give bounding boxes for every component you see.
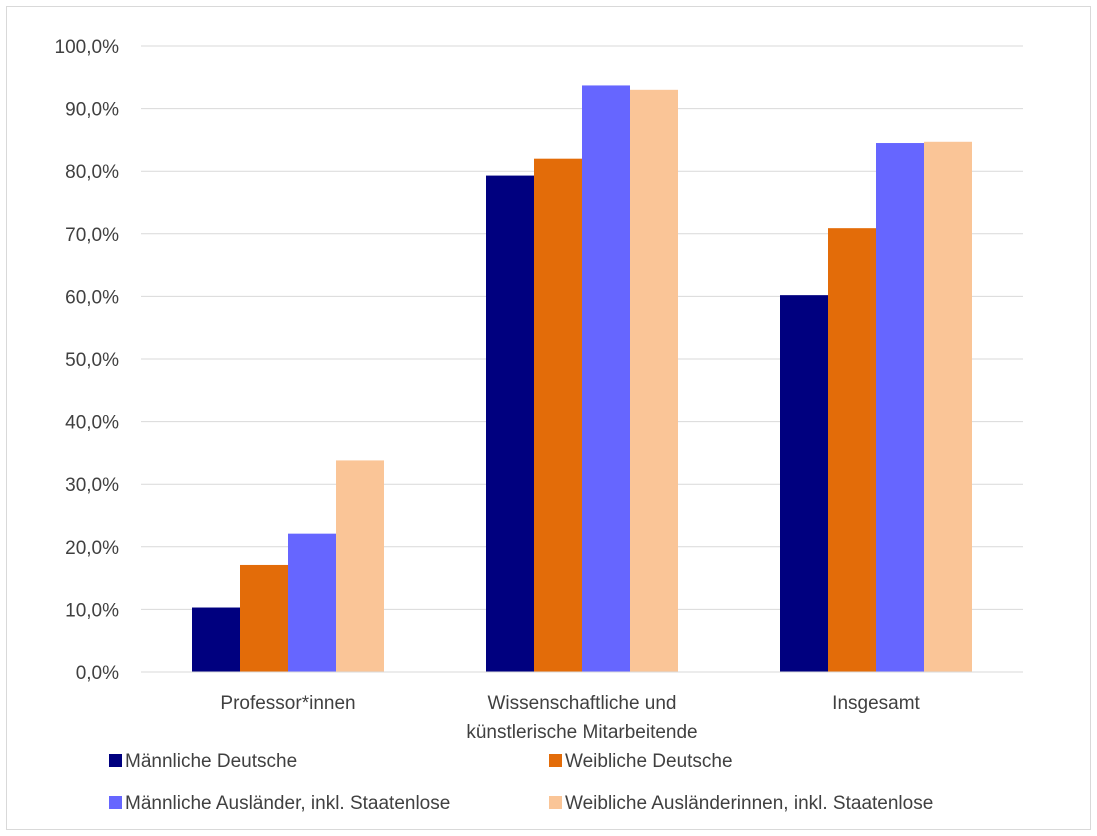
legend-label: Männliche Deutsche bbox=[125, 751, 297, 772]
y-tick-label: 0,0% bbox=[76, 663, 119, 684]
y-tick-label: 80,0% bbox=[65, 162, 119, 183]
y-tick-label: 90,0% bbox=[65, 100, 119, 121]
category-labels: Professor*innen Wissenschaftliche und küns… bbox=[220, 693, 920, 743]
bar bbox=[336, 460, 384, 672]
y-tick-label: 60,0% bbox=[65, 287, 119, 308]
legend-swatch bbox=[109, 796, 122, 809]
legend-swatch bbox=[549, 796, 562, 809]
x-tick-label: Wissenschaftliche und bbox=[487, 693, 676, 714]
y-tick-label: 70,0% bbox=[65, 225, 119, 246]
x-tick-label: Insgesamt bbox=[832, 693, 920, 714]
legend-swatch bbox=[109, 754, 122, 767]
y-tick-label: 10,0% bbox=[65, 600, 119, 621]
legend-label: Weibliche Deutsche bbox=[565, 751, 733, 772]
y-tick-label: 20,0% bbox=[65, 538, 119, 559]
bars bbox=[192, 85, 972, 673]
bar bbox=[192, 607, 240, 672]
y-tick-label: 30,0% bbox=[65, 475, 119, 496]
x-tick-label: künstlerische Mitarbeitende bbox=[466, 722, 697, 743]
bar bbox=[780, 295, 828, 672]
bar bbox=[534, 158, 582, 672]
y-axis-ticks: 0,0% 10,0% 20,0% 30,0% 40,0% 50,0% 60,0% 70,0% 8… bbox=[55, 37, 120, 684]
legend-swatch bbox=[549, 754, 562, 767]
y-tick-label: 50,0% bbox=[65, 350, 119, 371]
y-tick-label: 40,0% bbox=[65, 413, 119, 434]
y-tick-label: 100,0% bbox=[55, 37, 120, 58]
x-tick-label: Professor*innen bbox=[220, 693, 355, 714]
legend-label: Weibliche Ausländerinnen, inkl. Staatenl… bbox=[565, 793, 933, 814]
bar bbox=[924, 141, 972, 672]
bar bbox=[288, 533, 336, 672]
legend: Männliche Deutsche Weibliche Deutsche Männ… bbox=[109, 751, 933, 814]
bar bbox=[582, 85, 630, 673]
bar bbox=[240, 564, 288, 672]
bar bbox=[486, 175, 534, 672]
legend-label: Männliche Ausländer, inkl. Staatenlose bbox=[125, 793, 450, 814]
bar bbox=[876, 143, 924, 672]
chart-frame: 0,0% 10,0% 20,0% 30,0% 40,0% 50,0% 60,0% 70,0% 8… bbox=[6, 6, 1091, 830]
bar bbox=[828, 228, 876, 672]
bar-chart: 0,0% 10,0% 20,0% 30,0% 40,0% 50,0% 60,0% 70,0% 8… bbox=[55, 37, 1023, 814]
bar bbox=[630, 89, 678, 672]
